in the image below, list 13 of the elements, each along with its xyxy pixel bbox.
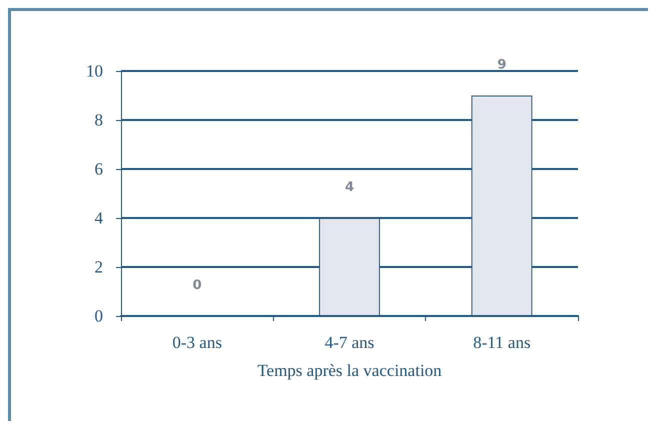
- y-tick-label: 6: [94, 160, 103, 178]
- y-tick-label: 0: [94, 306, 103, 326]
- y-tick-label: 2: [94, 258, 103, 276]
- y-tick-label: 8: [94, 110, 103, 130]
- x-tick-label: 0-3 ans: [172, 333, 222, 352]
- y-tick-label: 4: [94, 208, 104, 228]
- x-axis-title: Temps après la vaccination: [257, 361, 442, 380]
- x-tick-label: 8-11 ans: [473, 333, 531, 352]
- data-label: 4: [344, 180, 354, 195]
- y-tick-label: 10: [86, 62, 103, 80]
- x-tick-label: 4-7 ans: [324, 333, 374, 352]
- data-label: 0: [192, 278, 202, 293]
- data-label: 9: [497, 58, 506, 72]
